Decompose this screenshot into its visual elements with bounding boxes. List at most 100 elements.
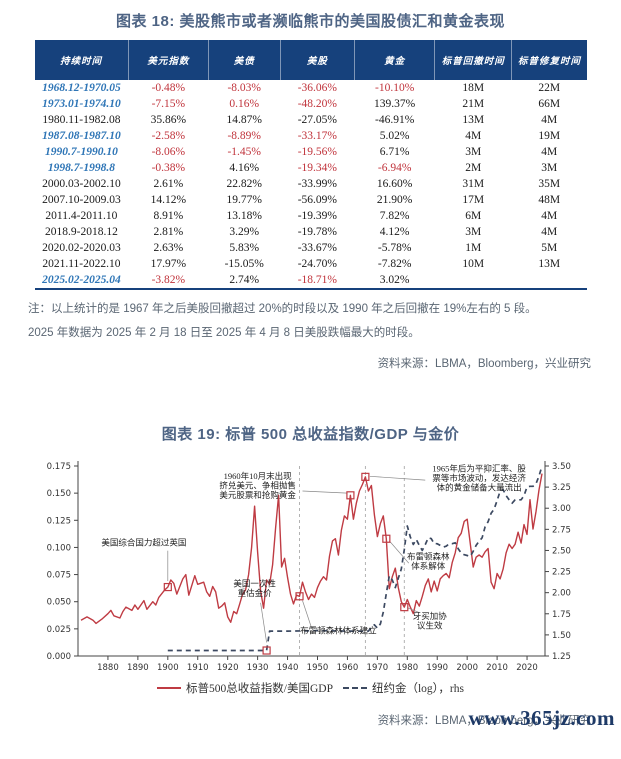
table-row: 1980.11-1982.08 35.86% 14.87% -27.05% -46.91… (35, 112, 587, 128)
legend-line-red-icon (157, 686, 182, 689)
right-tick-label: 2.25 (552, 567, 571, 577)
source-line-2: 资料来源：LBMA，Bloomberg，兴业研究 (377, 714, 591, 727)
legend-item-gold: 纽约金（log），rhs (342, 680, 464, 696)
value-cell: 3.29% (229, 226, 260, 238)
annotation-text: 布雷顿森林体系建立 (300, 625, 377, 635)
value-cell: 3M (465, 146, 482, 158)
period-cell: 1973.01-1974.10 (42, 98, 121, 110)
period-cell: 2020.02-2020.03 (42, 242, 121, 254)
value-cell: -0.48% (151, 82, 186, 94)
value-cell: 31M (462, 178, 485, 190)
table-row: 2011.4-2011.10 8.91% 13.18% -19.39% 7.82% 6M 4… (35, 208, 587, 224)
period-cell: 2025.02-2025.04 (42, 274, 121, 286)
table-row: 1998.7-1998.8 -0.38% 4.16% -19.34% -6.94% 2M 3… (35, 160, 587, 176)
annotation-text: 1965年后为平抑汇率、股票等市场波动，发达经济体的黄金储备大量流出 (432, 463, 526, 492)
right-tick-label: 1.50 (552, 630, 571, 640)
value-cell: -46.91% (374, 114, 415, 126)
annotation-connector (260, 602, 267, 643)
value-cell: 21.90% (376, 194, 413, 206)
x-tick-label: 2020 (516, 663, 538, 673)
x-tick-label: 1950 (307, 663, 329, 673)
value-cell: 22M (538, 82, 561, 94)
x-tick-label: 1960 (337, 663, 359, 673)
value-cell: 4.12% (379, 226, 410, 238)
annotation-text: 美国综合国力超过英国 (101, 537, 186, 547)
value-cell: 4M (541, 146, 558, 158)
value-cell: 35M (538, 178, 561, 190)
period-cell: 1968.12-1970.05 (42, 82, 121, 94)
x-tick-label: 1940 (277, 663, 299, 673)
value-cell: 17M (462, 194, 485, 206)
x-tick-label: 1880 (97, 663, 119, 673)
value-cell: -6.94% (377, 162, 412, 174)
value-cell: 16.60% (376, 178, 413, 190)
annotation-text: 牙买加协议生效 (413, 611, 448, 631)
value-cell: -36.06% (297, 82, 338, 94)
value-cell: 18M (462, 82, 485, 94)
table-body: 1968.12-1970.05 -0.48% -8.03% -36.06% -10.10… (35, 80, 587, 289)
right-tick-label: 2.75 (552, 525, 571, 535)
value-cell: -19.78% (297, 226, 338, 238)
value-cell: 13M (462, 114, 485, 126)
gold-line (167, 465, 543, 651)
legend-label-gold: 纽约金（log），rhs (371, 682, 464, 695)
table-note-2: 2025 年数据为 2025 年 2 月 18 日至 2025 年 4 月 8 … (28, 326, 420, 339)
x-tick-label: 1980 (396, 663, 418, 673)
value-cell: -1.45% (227, 146, 261, 158)
period-cell: 1987.08-1987.10 (42, 130, 121, 142)
column-header: 美债 (207, 40, 281, 80)
value-cell: 139.37% (374, 98, 416, 110)
event-marker (382, 534, 391, 543)
table-row: 2007.10-2009.03 14.12% 19.77% -56.09% 21.90%… (35, 192, 587, 208)
left-tick-label: 0.000 (47, 652, 71, 662)
value-cell: 0.16% (229, 98, 260, 110)
legend-line-dashed-icon (342, 686, 367, 689)
x-tick-label: 1910 (187, 663, 209, 673)
value-cell: -0.38% (151, 162, 186, 174)
value-cell: -33.17% (297, 130, 338, 142)
value-cell: -19.34% (297, 162, 338, 174)
right-tick-label: 2.00 (552, 588, 571, 598)
value-cell: 2.74% (229, 274, 260, 286)
period-cell: 2011.4-2011.10 (45, 210, 118, 222)
value-cell: -56.09% (297, 194, 338, 206)
value-cell: 2.63% (153, 242, 184, 254)
value-cell: -33.67% (297, 242, 338, 254)
value-cell: 21M (462, 98, 485, 110)
column-header: 美股 (279, 40, 355, 80)
value-cell: 3M (465, 226, 482, 238)
column-header: 标普回撤时间 (434, 40, 512, 80)
value-cell: 2.61% (153, 178, 184, 190)
left-tick-label: 0.025 (47, 624, 71, 634)
column-header: 美元指数 (127, 40, 209, 80)
chart-svg: 0.000 0.025 0.050 0.075 0.100 0.125 0.150 0.175… (47, 460, 571, 673)
value-cell: -48.20% (297, 98, 338, 110)
value-cell: 22.82% (226, 178, 262, 190)
value-cell: 6.71% (379, 146, 410, 158)
bear-market-table: 持续时间 美元指数 美债 美股 黄金 标普回撤时间 标普修复时间 1968.12-1970.… (34, 40, 587, 290)
event-marker (346, 490, 355, 500)
value-cell: 4M (541, 114, 558, 126)
value-cell: 4.16% (229, 162, 260, 174)
value-cell: -10.10% (374, 82, 415, 94)
annotation-text: 美国一次性重估金价 (233, 578, 276, 598)
value-cell: 35.86% (150, 114, 187, 126)
value-cell: 3.02% (379, 274, 410, 286)
value-cell: 13M (538, 258, 561, 270)
legend-item-sp500: 标普500总收益指数/美国GDP (157, 680, 333, 696)
value-cell: -27.05% (297, 114, 338, 126)
annotation-text: 布雷顿森林体系解体 (407, 551, 450, 571)
column-header: 持续时间 (34, 40, 129, 80)
figure18-title: 图表 18: 美股熊市或者濒临熊市的美国股债汇和黄金表现 (115, 13, 506, 30)
table-row: 1968.12-1970.05 -0.48% -8.03% -36.06% -10.10… (35, 80, 587, 96)
value-cell: -8.06% (151, 146, 186, 158)
period-cell: 2007.10-2009.03 (42, 194, 121, 206)
x-tick-label: 1890 (127, 663, 149, 673)
period-cell: 1980.11-1982.08 (42, 114, 121, 126)
table-row: 2021.11-2022.10 17.97% -15.05% -24.70% -7.82… (35, 256, 587, 272)
column-header: 标普修复时间 (511, 40, 587, 80)
value-cell: -5.78% (377, 242, 412, 254)
sp500-gdp-line (80, 473, 543, 624)
period-cell: 1990.7-1990.10 (44, 146, 118, 158)
source-row: 资料来源：LBMA，Bloomberg，兴业研究 www.365jz.com (0, 700, 621, 740)
